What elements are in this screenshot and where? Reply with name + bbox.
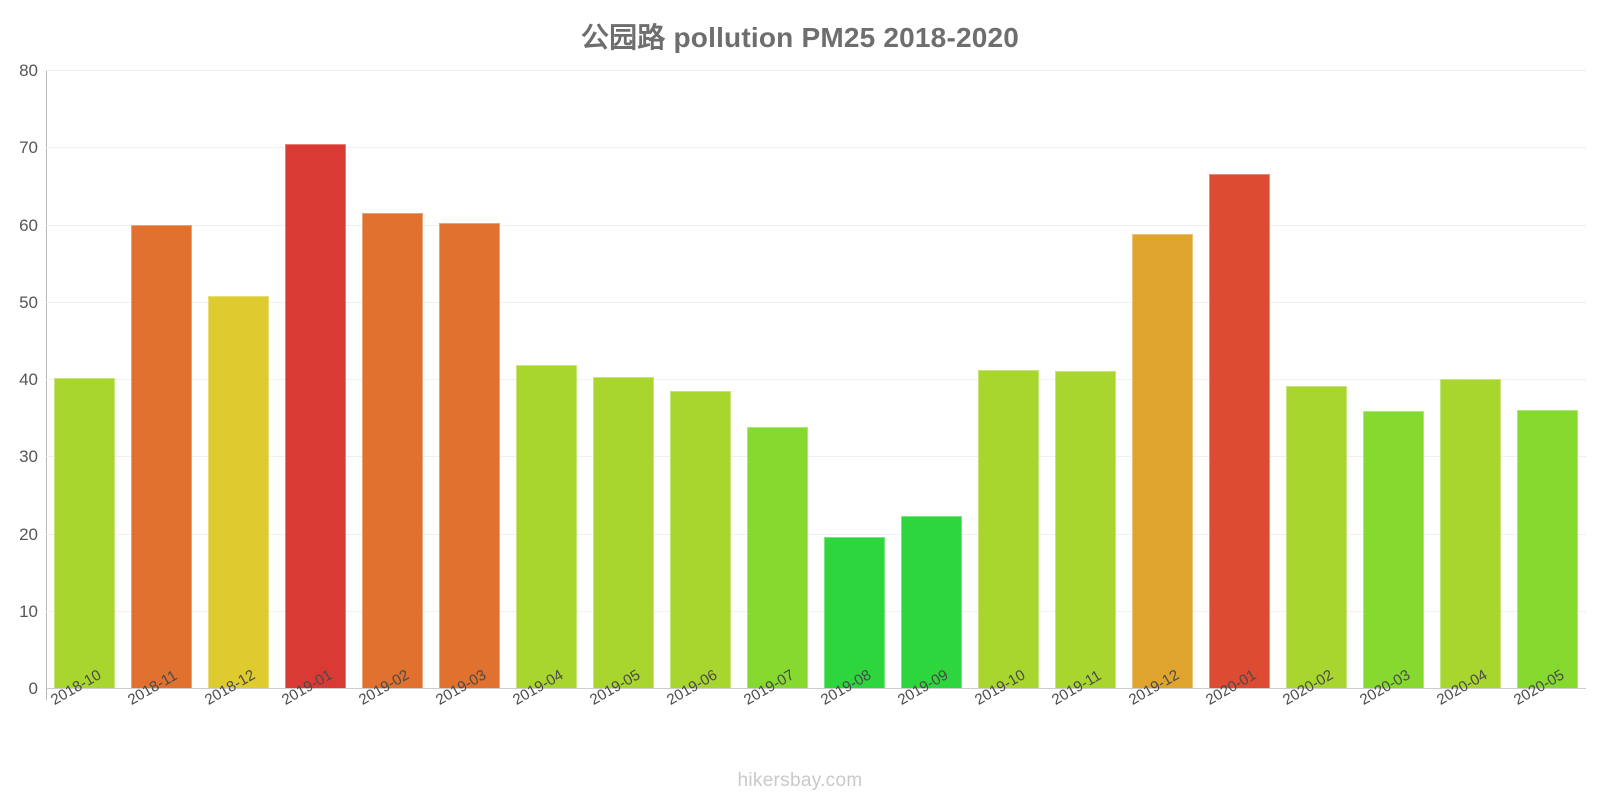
- watermark: hikersbay.com: [737, 770, 863, 791]
- bar[interactable]: [438, 222, 501, 688]
- y-tick-label: 20: [19, 524, 38, 544]
- bar[interactable]: [823, 537, 886, 688]
- bar[interactable]: [1208, 173, 1271, 688]
- y-tick-label: 70: [19, 138, 38, 158]
- bar[interactable]: [592, 377, 655, 688]
- bar[interactable]: [130, 225, 193, 688]
- bar[interactable]: [207, 295, 270, 688]
- gridline: [46, 688, 1586, 689]
- y-axis-line: [46, 70, 47, 700]
- y-tick-label: 50: [19, 292, 38, 312]
- y-tick-label: 60: [19, 215, 38, 235]
- gridline: [46, 224, 1586, 226]
- gridline: [46, 610, 1586, 612]
- y-tick-label: 40: [19, 370, 38, 389]
- plot-area: [46, 70, 1586, 689]
- y-tick-label: 80: [19, 61, 38, 80]
- bar[interactable]: [1362, 410, 1425, 688]
- y-tick-label: 0: [28, 679, 38, 698]
- bar[interactable]: [900, 515, 963, 688]
- bar-series: [46, 70, 1586, 688]
- bar[interactable]: [669, 390, 732, 688]
- y-tick-label: 10: [19, 601, 38, 621]
- bar[interactable]: [1439, 379, 1502, 688]
- bar[interactable]: [284, 144, 347, 688]
- bar[interactable]: [515, 365, 578, 688]
- gridline: [46, 301, 1586, 303]
- gridline: [46, 533, 1586, 535]
- gridline: [46, 456, 1586, 458]
- bar[interactable]: [1131, 233, 1194, 688]
- bar[interactable]: [1285, 385, 1348, 688]
- page-title: 公园路 pollution PM25 2018-2020: [580, 22, 1020, 53]
- bar[interactable]: [746, 426, 809, 688]
- bar[interactable]: [361, 212, 424, 688]
- bar[interactable]: [1516, 409, 1579, 688]
- y-tick-label: 30: [19, 447, 38, 467]
- gridline: [46, 70, 1586, 71]
- gridline: [46, 147, 1586, 149]
- bar[interactable]: [53, 378, 116, 688]
- bar[interactable]: [977, 369, 1040, 688]
- gridline: [46, 379, 1586, 380]
- bar[interactable]: [1054, 370, 1117, 688]
